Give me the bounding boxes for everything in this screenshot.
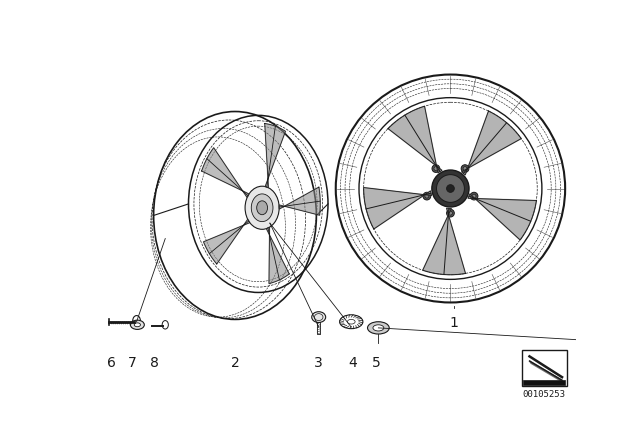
Bar [522, 350, 566, 386]
Text: 8: 8 [150, 356, 159, 370]
Polygon shape [388, 106, 442, 173]
Polygon shape [422, 208, 465, 275]
Polygon shape [461, 111, 521, 175]
Polygon shape [364, 188, 431, 229]
Polygon shape [204, 219, 250, 264]
Text: 00105253: 00105253 [523, 390, 566, 399]
Text: 7: 7 [129, 356, 137, 370]
Circle shape [470, 192, 478, 200]
Ellipse shape [373, 325, 384, 331]
Circle shape [449, 211, 452, 215]
Circle shape [423, 192, 431, 200]
Circle shape [434, 167, 438, 171]
Text: 1: 1 [450, 315, 459, 330]
Text: 2: 2 [230, 356, 239, 370]
Polygon shape [265, 124, 285, 188]
Circle shape [447, 209, 454, 217]
Ellipse shape [312, 312, 326, 323]
Polygon shape [266, 227, 289, 284]
Circle shape [461, 165, 469, 172]
Circle shape [472, 194, 476, 198]
Ellipse shape [367, 322, 389, 334]
Ellipse shape [245, 186, 279, 229]
Text: 6: 6 [107, 356, 115, 370]
Ellipse shape [252, 194, 273, 222]
Polygon shape [529, 361, 564, 383]
Ellipse shape [134, 323, 140, 327]
Text: 5: 5 [372, 356, 380, 370]
Polygon shape [279, 187, 320, 215]
Text: 4: 4 [348, 356, 357, 370]
Circle shape [432, 165, 440, 172]
Circle shape [432, 170, 469, 207]
Ellipse shape [131, 320, 145, 329]
Polygon shape [468, 194, 536, 240]
Circle shape [447, 185, 454, 192]
Text: 3: 3 [314, 356, 323, 370]
Circle shape [425, 194, 429, 198]
Circle shape [463, 167, 467, 171]
Polygon shape [202, 148, 249, 198]
Circle shape [436, 175, 465, 202]
Ellipse shape [257, 201, 268, 215]
Bar [524, 380, 565, 385]
